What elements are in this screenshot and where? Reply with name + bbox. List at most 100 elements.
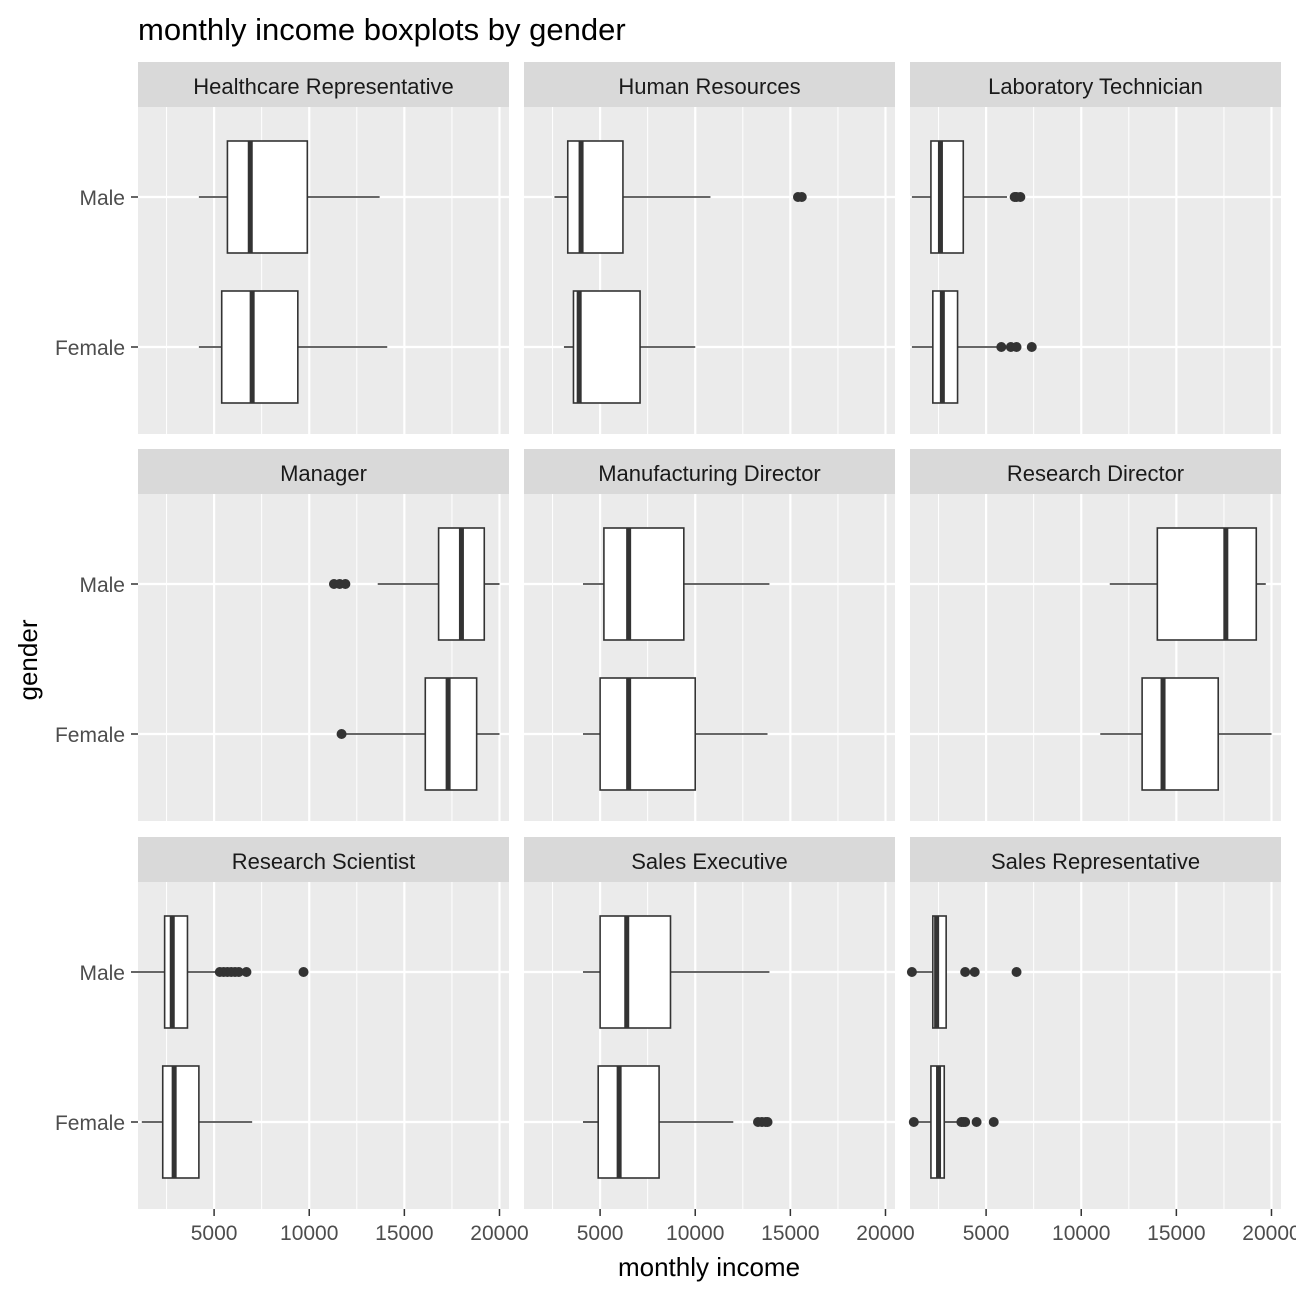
x-tick-label: 5000: [191, 1222, 238, 1245]
box-iqr: [220, 290, 299, 404]
facet-strip: [524, 62, 895, 107]
facet-panel: Sales Representative 5000 10000 15000 20000: [906, 837, 1296, 1245]
x-tick-label: 10000: [666, 1222, 724, 1245]
box-iqr: [930, 140, 965, 254]
boxplot-female: [336, 677, 500, 791]
boxplot-female: [141, 1065, 253, 1179]
boxplot-female: [911, 290, 1037, 404]
boxplot-male: [198, 140, 380, 254]
y-tick-label: Female: [55, 1112, 125, 1135]
outlier-point: [241, 967, 252, 977]
x-tick-label: 20000: [1242, 1222, 1296, 1245]
box-iqr: [1156, 527, 1258, 641]
facet-panel: Manufacturing Director: [524, 449, 895, 821]
outlier-point: [960, 967, 971, 977]
x-tick-label: 15000: [761, 1222, 819, 1245]
facet-strip-label: Healthcare Representative: [193, 74, 453, 99]
x-tick-label: 20000: [856, 1222, 914, 1245]
outlier-point: [762, 1117, 773, 1127]
y-axis-title: gender: [13, 619, 43, 700]
box-iqr: [599, 677, 697, 791]
facet-strip-label: Research Director: [1007, 461, 1184, 486]
facet-strip: [138, 449, 509, 494]
facet-strip-label: Sales Executive: [631, 849, 788, 874]
boxplot-female: [198, 290, 388, 404]
outlier-point: [969, 967, 980, 977]
facet-panel: Human Resources: [524, 62, 895, 434]
boxplot-female: [563, 290, 696, 404]
facet-strip-label: Manager: [280, 461, 367, 486]
x-tick-label: 5000: [577, 1222, 624, 1245]
facet-panel: Manager Male Female: [55, 449, 509, 821]
panel-background: [524, 494, 895, 821]
box-iqr: [424, 677, 478, 791]
y-tick-label: Female: [55, 724, 125, 747]
boxplot-male: [906, 915, 1022, 1029]
box-iqr: [161, 1065, 200, 1179]
facet-panels: Healthcare Representative Male Female Human…: [55, 62, 1296, 1245]
panel-background: [138, 107, 509, 434]
boxplot-male: [911, 140, 1026, 254]
outlier-point: [1011, 967, 1022, 977]
box-iqr: [932, 290, 959, 404]
facet-panel: Laboratory Technician: [910, 62, 1281, 434]
outlier-point: [298, 967, 309, 977]
outlier-point: [960, 1117, 971, 1127]
outlier-point: [340, 579, 351, 589]
x-tick-label: 15000: [1147, 1222, 1205, 1245]
outlier-point: [796, 192, 807, 202]
facet-strip: [138, 837, 509, 882]
outlier-point: [1026, 342, 1037, 352]
facet-panel: Sales Executive 5000 10000 15000 20000: [524, 837, 915, 1245]
x-tick-label: 20000: [470, 1222, 528, 1245]
boxplot-male: [582, 915, 770, 1029]
y-tick-label: Male: [79, 187, 125, 210]
facet-strip: [524, 449, 895, 494]
facet-strip-label: Human Resources: [618, 74, 800, 99]
facet-strip: [910, 62, 1281, 107]
facet-panel: Research Director: [910, 449, 1281, 821]
facet-panel: Research Scientist Male Female 5000 10000 150…: [55, 837, 529, 1245]
outlier-point: [1011, 342, 1022, 352]
x-tick-label: 10000: [1052, 1222, 1110, 1245]
chart-title: monthly income boxplots by gender: [138, 12, 626, 47]
outlier-point: [336, 729, 347, 739]
y-tick-label: Female: [55, 337, 125, 360]
x-tick-label: 5000: [963, 1222, 1010, 1245]
boxplot-female: [582, 1065, 773, 1179]
boxplot-female: [582, 677, 768, 791]
box-iqr: [599, 915, 672, 1029]
box-iqr: [597, 1065, 660, 1179]
facet-strip: [910, 837, 1281, 882]
boxplot-male: [554, 140, 807, 254]
panel-background: [910, 882, 1281, 1209]
boxplot-male: [328, 527, 500, 641]
boxplot-female: [1100, 677, 1272, 791]
x-axis-title: monthly income: [618, 1252, 800, 1282]
facet-strip: [524, 837, 895, 882]
panel-background: [910, 107, 1281, 434]
facet-strip: [138, 62, 509, 107]
facet-panel: Healthcare Representative Male Female: [55, 62, 509, 434]
box-iqr: [163, 915, 189, 1029]
facet-strip: [910, 449, 1281, 494]
facet-strip-label: Laboratory Technician: [988, 74, 1203, 99]
outlier-point: [233, 967, 244, 977]
facet-strip-label: Research Scientist: [232, 849, 415, 874]
outlier-point: [988, 1117, 999, 1127]
panel-background: [138, 882, 509, 1209]
outlier-point: [1015, 192, 1026, 202]
boxplot-male: [582, 527, 770, 641]
x-tick-label: 10000: [280, 1222, 338, 1245]
boxplot-female: [908, 1065, 999, 1179]
box-iqr: [566, 140, 624, 254]
outlier-point: [971, 1117, 982, 1127]
outlier-point: [906, 967, 917, 977]
box-iqr: [572, 290, 641, 404]
boxplot-male: [138, 915, 309, 1029]
box-iqr: [1141, 677, 1220, 791]
boxplot-male: [1109, 527, 1266, 641]
panel-background: [524, 882, 895, 1209]
box-iqr: [603, 527, 685, 641]
